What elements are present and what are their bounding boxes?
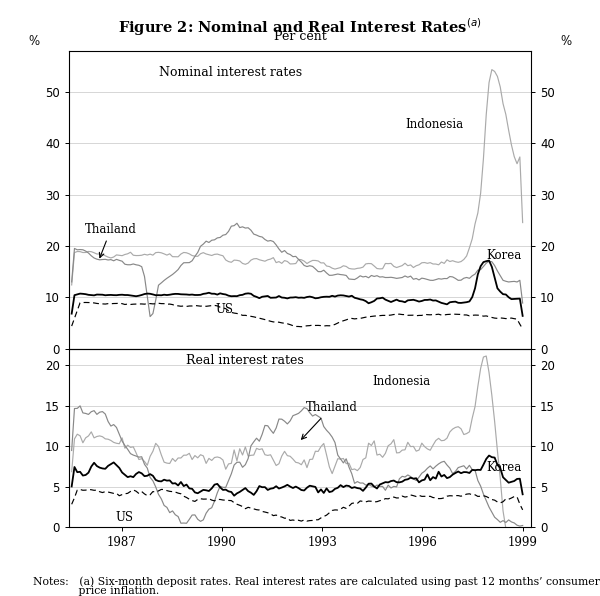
Text: Indonesia: Indonesia (373, 375, 430, 388)
Text: US: US (215, 303, 233, 316)
Text: price inflation.: price inflation. (33, 586, 159, 596)
Text: %: % (29, 35, 40, 48)
Text: Thailand: Thailand (302, 401, 358, 439)
Text: Korea: Korea (486, 461, 521, 474)
Text: Korea: Korea (486, 249, 521, 262)
Text: Notes:   (a) Six-month deposit rates. Real interest rates are calculated using p: Notes: (a) Six-month deposit rates. Real… (33, 576, 600, 587)
Text: Figure 2: Nominal and Real Interest Rates$^{(a)}$: Figure 2: Nominal and Real Interest Rate… (118, 17, 482, 38)
Text: Real interest rates: Real interest rates (185, 354, 304, 367)
Text: Thailand: Thailand (85, 223, 137, 257)
Text: %: % (560, 35, 571, 48)
Text: Per cent: Per cent (274, 30, 326, 43)
Text: Indonesia: Indonesia (406, 118, 464, 131)
Text: Nominal interest rates: Nominal interest rates (159, 66, 302, 79)
Text: US: US (115, 511, 133, 524)
